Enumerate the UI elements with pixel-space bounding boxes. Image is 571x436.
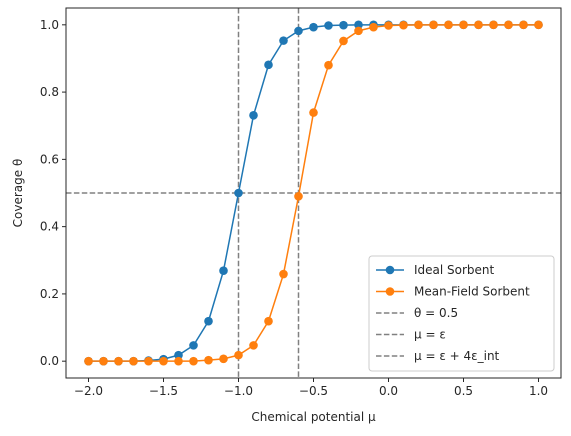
data-point xyxy=(309,22,318,32)
data-point xyxy=(399,20,408,30)
legend-item: μ = ε xyxy=(376,328,446,342)
data-point xyxy=(234,350,243,360)
data-point xyxy=(339,36,348,46)
y-tick-label: 0.0 xyxy=(40,354,59,368)
data-point xyxy=(534,20,543,30)
data-point xyxy=(219,266,228,276)
x-axis-ticks: −2.0 −1.5 −1.0 −0.5 0.0 0.5 1.0 xyxy=(74,378,548,398)
data-point xyxy=(129,356,138,366)
series-1 xyxy=(84,20,543,366)
x-tick-label: 0.5 xyxy=(454,384,473,398)
legend-marker xyxy=(385,265,395,275)
data-point xyxy=(114,356,123,366)
data-point xyxy=(99,356,108,366)
data-point xyxy=(384,21,393,30)
data-point xyxy=(249,341,258,350)
legend-item: Mean-Field Sorbent xyxy=(376,285,530,299)
x-tick-label: 0.0 xyxy=(379,384,398,398)
y-axis-ticks: 0.0 0.2 0.4 0.6 0.8 1.0 xyxy=(40,18,66,368)
data-point xyxy=(504,20,513,30)
data-point xyxy=(354,20,363,30)
y-tick-label: 0.6 xyxy=(40,152,59,166)
x-tick-label: −0.5 xyxy=(299,384,328,398)
data-point xyxy=(204,316,213,326)
legend-label: μ = ε xyxy=(414,328,446,342)
legend-label: μ = ε + 4ε_int xyxy=(414,349,500,363)
legend: Ideal Sorbent Mean-Field Sorbent θ = 0.5 μ … xyxy=(368,255,555,372)
y-tick-label: 1.0 xyxy=(40,18,59,32)
data-point xyxy=(159,356,168,366)
data-point xyxy=(369,22,378,32)
legend-label: θ = 0.5 xyxy=(414,306,458,320)
y-tick-label: 0.4 xyxy=(40,220,59,234)
data-point xyxy=(279,36,288,45)
legend-item: Ideal Sorbent xyxy=(376,263,495,277)
data-point xyxy=(219,354,228,364)
data-point xyxy=(279,269,288,279)
data-point xyxy=(339,20,348,30)
data-point xyxy=(174,350,183,360)
data-point xyxy=(294,192,303,201)
data-point xyxy=(264,60,273,70)
data-point xyxy=(489,20,498,30)
data-point xyxy=(444,20,453,30)
data-point xyxy=(174,356,183,366)
x-tick-label: 1.0 xyxy=(529,384,548,398)
legend-label: Ideal Sorbent xyxy=(414,263,495,277)
data-point xyxy=(324,60,333,70)
data-point xyxy=(474,20,483,30)
data-point xyxy=(519,20,528,30)
y-axis-label: Coverage θ xyxy=(11,159,25,228)
x-tick-label: −1.0 xyxy=(224,384,253,398)
data-point xyxy=(264,316,273,326)
data-point xyxy=(309,108,318,117)
data-point xyxy=(204,355,213,365)
data-point xyxy=(414,20,423,30)
data-point xyxy=(354,26,363,36)
legend-label: Mean-Field Sorbent xyxy=(414,285,530,299)
legend-item: μ = ε + 4ε_int xyxy=(376,349,500,363)
data-point xyxy=(84,356,93,366)
legend-marker xyxy=(385,287,395,296)
data-point xyxy=(459,20,468,30)
y-tick-label: 0.2 xyxy=(40,287,59,301)
legend-item: θ = 0.5 xyxy=(376,306,458,320)
data-point xyxy=(249,111,258,120)
data-point xyxy=(144,356,153,366)
series-layer xyxy=(84,20,543,366)
y-tick-label: 0.8 xyxy=(40,85,59,99)
data-point xyxy=(189,341,198,350)
data-point xyxy=(189,356,198,366)
data-point xyxy=(324,21,333,30)
x-tick-label: −1.5 xyxy=(149,384,178,398)
x-axis-label: Chemical potential μ xyxy=(251,410,376,424)
data-point xyxy=(429,20,438,30)
data-point xyxy=(294,26,303,36)
data-point xyxy=(234,188,243,198)
x-tick-label: −2.0 xyxy=(74,384,103,398)
legend-box xyxy=(368,255,555,372)
